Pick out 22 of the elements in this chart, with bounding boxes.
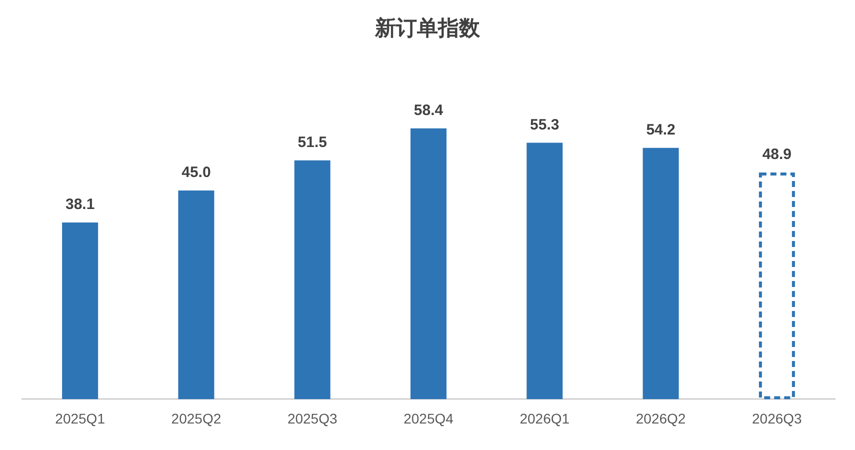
bar [178, 190, 214, 400]
bar [62, 222, 98, 400]
x-tick-label: 2025Q4 [404, 410, 454, 426]
data-label: 55.3 [530, 116, 560, 134]
data-label: 45.0 [182, 164, 211, 182]
bar [526, 142, 563, 400]
bar [294, 160, 330, 400]
x-tick-label: 2026Q3 [752, 410, 802, 426]
data-label: 54.2 [646, 122, 676, 139]
bar [410, 128, 446, 400]
bar [758, 172, 795, 400]
data-label: 48.9 [762, 146, 792, 164]
x-tick-label: 2026Q1 [520, 410, 570, 426]
x-tick-label: 2025Q1 [55, 410, 106, 426]
data-label: 38.1 [65, 196, 95, 214]
bar [642, 148, 679, 400]
data-label: 58.4 [414, 102, 444, 120]
chart-title: 新订单指数 [374, 14, 481, 42]
data-label: 51.5 [298, 134, 327, 152]
x-tick-label: 2025Q3 [287, 410, 338, 426]
x-tick-label: 2026Q2 [636, 410, 686, 426]
x-tick-label: 2025Q2 [171, 410, 222, 426]
